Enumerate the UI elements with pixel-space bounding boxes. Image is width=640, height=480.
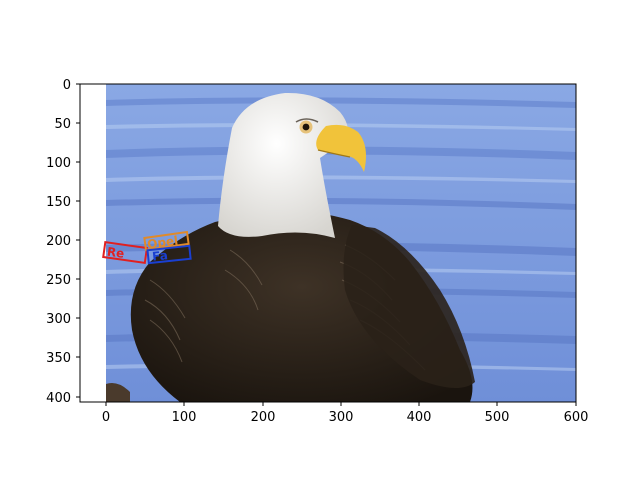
branch	[106, 383, 130, 402]
annotation-re-label: Re	[106, 245, 125, 261]
x-tick-label: 600	[564, 410, 589, 425]
y-tick-label: 50	[54, 117, 71, 132]
eagle-head	[218, 92, 349, 238]
y-tick-label: 200	[46, 234, 71, 249]
y-tick-label: 400	[46, 391, 71, 406]
annotation-re: Re	[102, 241, 149, 264]
axes-frame	[79, 83, 577, 403]
y-axis: 0 50 100 150 200 250 300 350 400	[46, 78, 80, 406]
x-tick-label: 0	[102, 410, 110, 425]
eagle-beak	[316, 124, 366, 172]
y-tick-label: 150	[46, 195, 71, 210]
x-tick-label: 100	[172, 410, 197, 425]
x-tick-label: 500	[485, 410, 510, 425]
x-tick-label: 200	[251, 410, 276, 425]
x-tick-label: 400	[407, 410, 432, 425]
annotation-fa: Fa	[146, 244, 192, 265]
y-tick-label: 350	[46, 351, 71, 366]
y-tick-label: 0	[63, 78, 71, 93]
x-tick-label: 300	[329, 410, 354, 425]
y-tick-label: 250	[46, 273, 71, 288]
y-tick-label: 300	[46, 312, 71, 327]
eagle-right-wing	[343, 225, 475, 389]
y-tick-label: 100	[46, 156, 71, 171]
photo	[106, 84, 576, 402]
annotation-fa-label: Fa	[151, 248, 168, 264]
x-axis: 0 100 200 300 400 500 600	[102, 402, 589, 425]
